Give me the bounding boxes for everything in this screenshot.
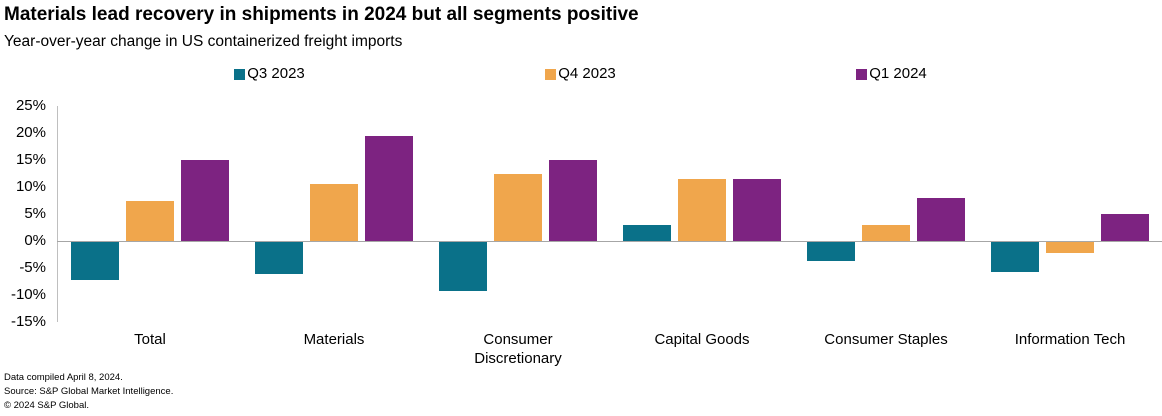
bar-information-tech-q3-2023 — [991, 242, 1039, 272]
y-tick-label-15: 15% — [15, 151, 46, 168]
bar-consumer-staples-q3-2023 — [807, 242, 855, 261]
legend-label: Q1 2024 — [869, 65, 927, 82]
zero-gridline — [57, 241, 1162, 242]
y-tick-label-10: -10% — [10, 286, 46, 303]
bar-consumer-discretionary-q4-2023 — [494, 173, 542, 241]
y-tick-label-5: -5% — [19, 259, 46, 276]
legend-item-q4-2023: Q4 2023 — [545, 65, 616, 83]
bar-information-tech-q4-2023 — [1046, 242, 1094, 253]
x-axis-label-text: Capital Goods — [654, 331, 750, 348]
bar-materials-q4-2023 — [310, 184, 358, 241]
legend-swatch-q4-2023 — [545, 68, 557, 80]
y-tick-label-15: -15% — [10, 313, 46, 330]
footer-compiled-date: Data compiled April 8, 2024. — [4, 372, 123, 383]
y-tick-label-5: 5% — [24, 205, 46, 222]
chart-subtitle: Year-over-year change in US containerize… — [4, 33, 403, 50]
footer: Data compiled April 8, 2024. Source: S&P… — [4, 371, 173, 413]
x-axis-label-text: Consumer Staples — [824, 331, 948, 348]
bar-consumer-discretionary-q3-2023 — [439, 242, 487, 291]
x-axis-label-information-tech: Information Tech — [978, 330, 1162, 349]
bar-consumer-staples-q1-2024 — [917, 197, 965, 241]
x-axis: Total Materials Consumer Discretionary Capi… — [0, 330, 1162, 370]
footer-copyright: © 2024 S&P Global. — [4, 400, 89, 411]
bar-capital-goods-q1-2024 — [733, 178, 781, 241]
legend-swatch-q3-2023 — [234, 68, 246, 80]
bar-consumer-staples-q4-2023 — [862, 224, 910, 241]
bar-total-q4-2023 — [126, 200, 174, 241]
x-axis-label-text: Consumer Discretionary — [474, 331, 562, 367]
bar-total-q3-2023 — [71, 242, 119, 280]
bar-capital-goods-q4-2023 — [678, 178, 726, 241]
y-tick-label-25: 25% — [15, 97, 46, 114]
legend-item-q1-2024: Q1 2024 — [856, 65, 927, 83]
y-tick-label-10: 10% — [15, 178, 46, 195]
bar-consumer-discretionary-q1-2024 — [549, 160, 597, 241]
bar-materials-q1-2024 — [365, 135, 413, 241]
x-axis-label-text: Total — [134, 331, 166, 348]
x-axis-label-materials: Materials — [242, 330, 426, 349]
x-axis-label-capital-goods: Capital Goods — [610, 330, 794, 349]
y-tick-label-0: 0% — [24, 232, 46, 249]
bar-capital-goods-q3-2023 — [623, 224, 671, 241]
legend-label: Q3 2023 — [247, 65, 305, 82]
legend-item-q3-2023: Q3 2023 — [234, 65, 305, 83]
bar-materials-q3-2023 — [255, 242, 303, 275]
chart-title: Materials lead recovery in shipments in … — [4, 4, 639, 25]
x-axis-label-text: Information Tech — [1014, 331, 1126, 348]
bar-total-q1-2024 — [181, 160, 229, 241]
x-axis-label-consumer-staples: Consumer Staples — [794, 330, 978, 349]
legend-swatch-q1-2024 — [856, 68, 868, 80]
x-axis-label-text: Materials — [303, 331, 365, 348]
y-axis-line — [57, 106, 58, 322]
bar-information-tech-q1-2024 — [1101, 214, 1149, 241]
legend: Q3 2023 Q4 2023 Q1 2024 — [114, 65, 1047, 83]
legend-label: Q4 2023 — [558, 65, 616, 82]
plot-area — [58, 106, 1162, 322]
footer-source: Source: S&P Global Market Intelligence. — [4, 386, 174, 397]
x-axis-label-total: Total — [58, 330, 242, 349]
x-axis-label-consumer-discretionary: Consumer Discretionary — [426, 330, 610, 368]
y-tick-label-20: 20% — [15, 124, 46, 141]
